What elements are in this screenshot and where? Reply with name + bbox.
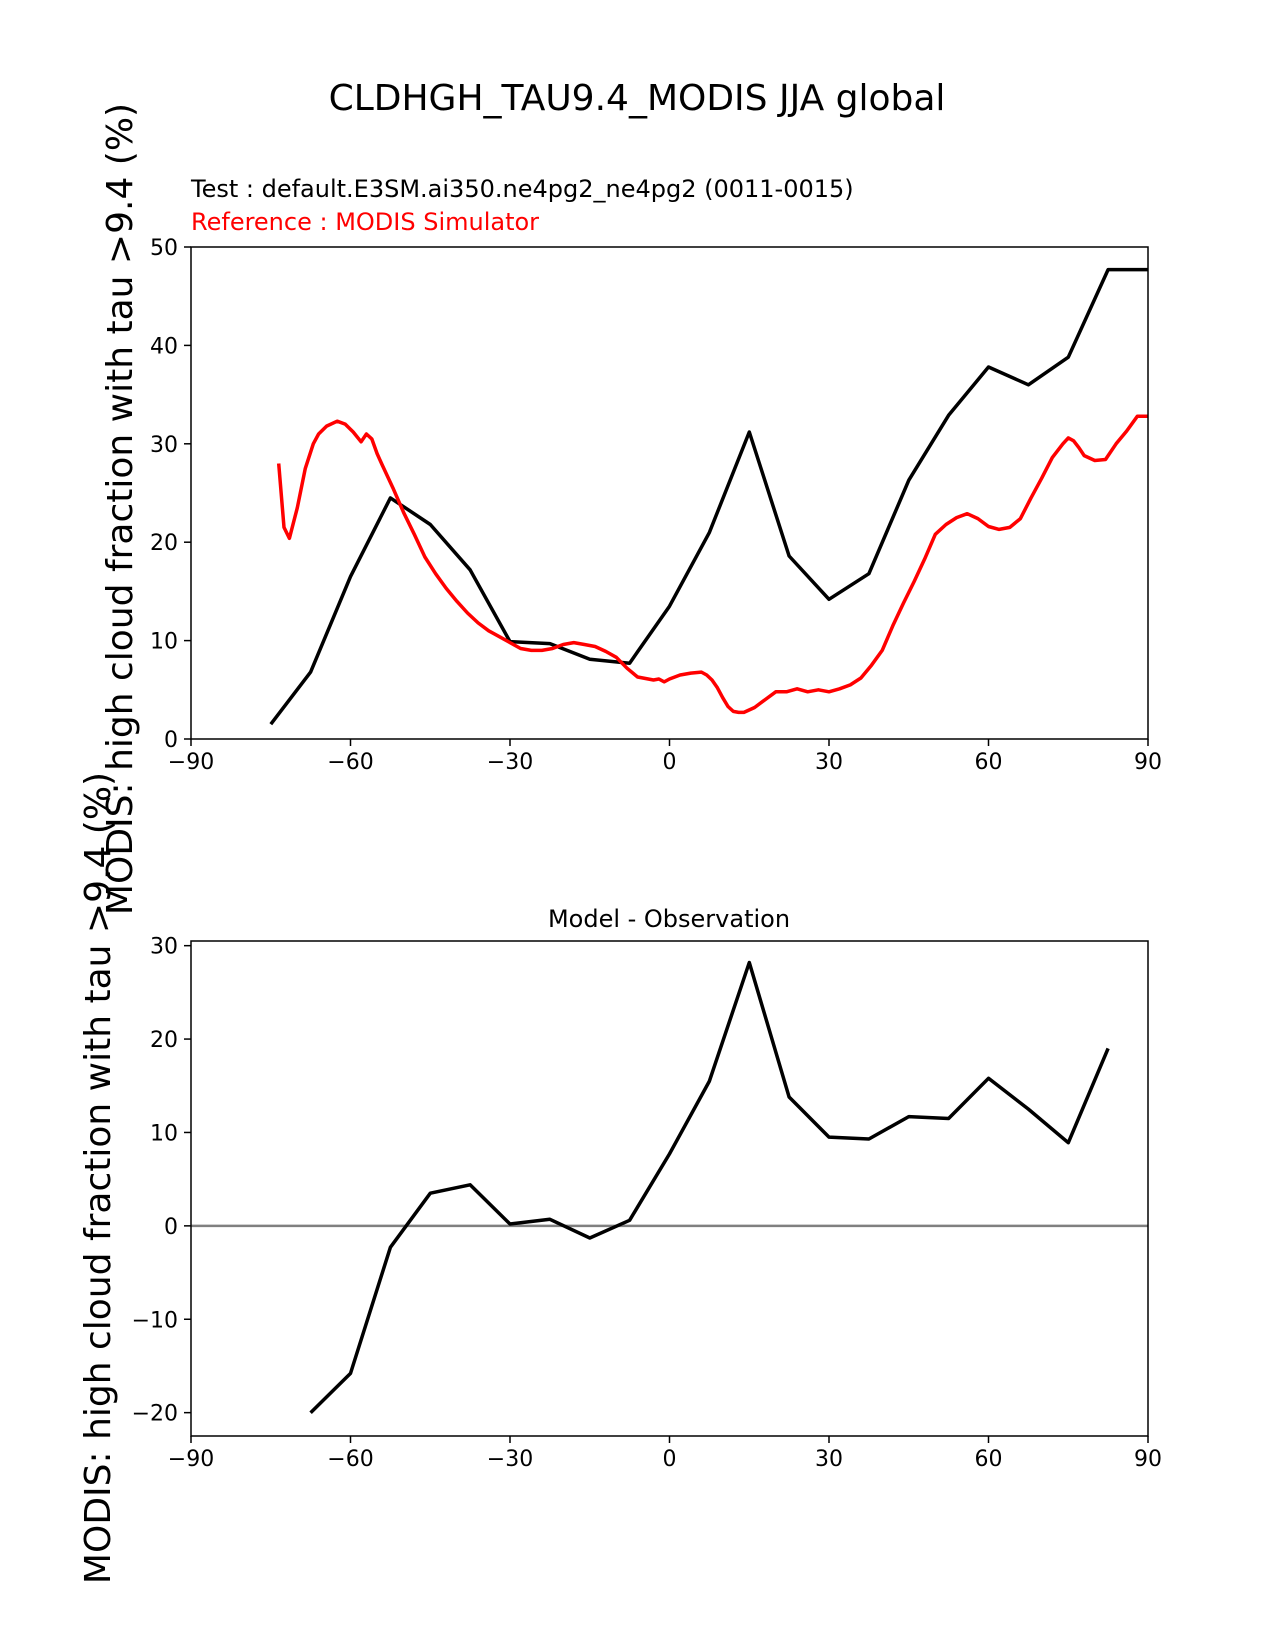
bottom-y-tick-label: 30 bbox=[150, 935, 178, 960]
bottom-x-tick-label: 0 bbox=[663, 1447, 677, 1472]
bottom-plot-area: −90 −60 −30 0 30 60 90 −20 −10 0 10 20 30 bbox=[132, 935, 1162, 1472]
bottom-panel: Model - Observation −90 −60 −30 0 30 60 90−20−… bbox=[78, 772, 1162, 1584]
bottom-y-tick-label: 20 bbox=[150, 1028, 178, 1053]
bottom-y-tick-label: 10 bbox=[150, 1121, 178, 1146]
figure-suptitle: CLDHGH_TAU9.4_MODIS JJA global bbox=[329, 78, 946, 119]
top-y-tick-label: 30 bbox=[150, 433, 178, 458]
top-x-tick-label: −30 bbox=[487, 750, 533, 775]
top-x-tick-label: 0 bbox=[663, 750, 677, 775]
top-y-tick-label: 0 bbox=[164, 728, 178, 753]
top-x-tick-label: −90 bbox=[168, 750, 214, 775]
bottom-y-tick-label: −10 bbox=[132, 1308, 178, 1333]
bottom-x-tick-label: −90 bbox=[168, 1447, 214, 1472]
top-y-tick-label: 20 bbox=[150, 531, 178, 556]
top-frame bbox=[190, 246, 1149, 740]
test-label: Test : default.E3SM.ai350.ne4pg2_ne4pg2 … bbox=[190, 175, 854, 203]
top-x-tick-label: 90 bbox=[1134, 750, 1162, 775]
top-y-tick-label: 50 bbox=[150, 236, 178, 261]
bottom-x-tick-label: −60 bbox=[327, 1447, 373, 1472]
top-x-tick-label: 60 bbox=[975, 750, 1003, 775]
bottom-y-tick-label: 0 bbox=[164, 1215, 178, 1240]
bottom-y-tick-label: −20 bbox=[132, 1402, 178, 1427]
top-series-0-line bbox=[269, 267, 1148, 726]
top-panel: Test : default.E3SM.ai350.ne4pg2_ne4pg2 … bbox=[100, 103, 1162, 915]
top-x-tick-label: −60 bbox=[327, 750, 373, 775]
bottom-x-tick-label: 60 bbox=[975, 1447, 1003, 1472]
reference-label: Reference : MODIS Simulator bbox=[191, 208, 539, 236]
top-y-axis-label: MODIS: high cloud fraction with tau >9.4… bbox=[100, 103, 141, 915]
top-series-1-line bbox=[276, 414, 1148, 715]
bottom-x-tick-label: 90 bbox=[1134, 1447, 1162, 1472]
top-x-tick-label: 30 bbox=[815, 750, 843, 775]
bottom-y-axis-label: MODIS: high cloud fraction with tau >9.4… bbox=[78, 772, 119, 1584]
top-y-tick-label: 40 bbox=[150, 334, 178, 359]
top-plot-area: −90 −60 −30 0 30 60 90 0 10 20 30 40 50 bbox=[150, 236, 1162, 775]
bottom-panel-title: Model - Observation bbox=[548, 905, 790, 933]
bottom-frame bbox=[190, 940, 1149, 1437]
top-y-tick-label: 10 bbox=[150, 630, 178, 655]
bottom-series-0-line bbox=[309, 960, 1110, 1414]
bottom-x-tick-label: 30 bbox=[815, 1447, 843, 1472]
bottom-x-tick-label: −30 bbox=[487, 1447, 533, 1472]
